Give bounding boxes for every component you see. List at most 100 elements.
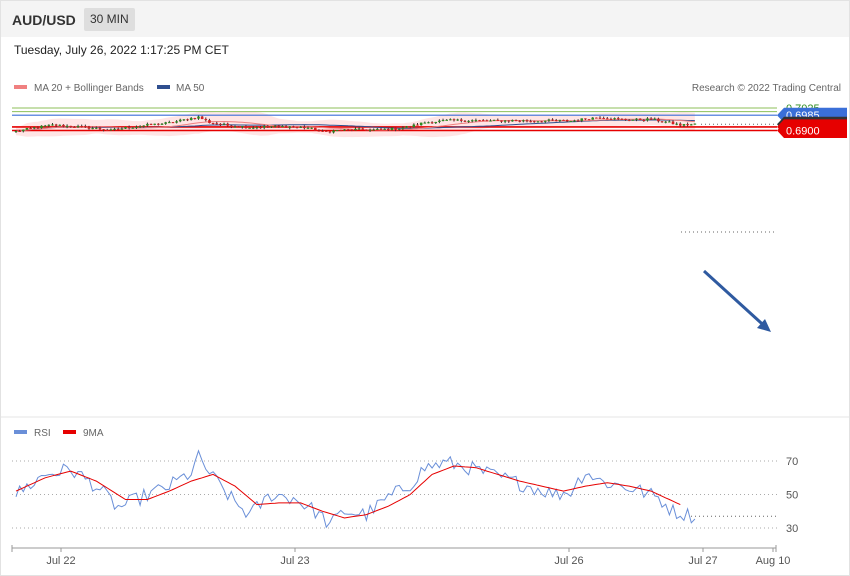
candle-body [131, 127, 135, 129]
candle [120, 127, 124, 130]
rsi-ma-legend-swatch [63, 430, 76, 434]
candle [405, 126, 408, 128]
candle-body [591, 117, 594, 120]
rsi-level-label: 30 [786, 523, 798, 535]
candle [514, 119, 518, 122]
candle [668, 120, 671, 123]
candle-body [306, 127, 310, 129]
candle [281, 125, 284, 128]
candle-body [175, 121, 178, 123]
candle [189, 117, 193, 121]
header-bar: AUD/USD 30 MIN [1, 1, 849, 37]
candle [430, 121, 434, 124]
candle [350, 129, 354, 132]
candle [452, 118, 456, 122]
rsi-level-label: 50 [786, 490, 798, 502]
candle-body [569, 121, 573, 123]
candle [511, 119, 514, 122]
candle [376, 128, 379, 130]
candle [387, 128, 390, 131]
candle [321, 129, 324, 132]
candle [372, 128, 375, 131]
candle-body [204, 119, 208, 121]
candle [62, 124, 65, 128]
forecast-arrow [702, 269, 771, 332]
candle [25, 127, 29, 130]
candle-body [394, 127, 397, 130]
candle [116, 127, 120, 131]
candle [580, 118, 584, 123]
candle-body [146, 123, 149, 126]
candle-body [449, 119, 452, 121]
candle-body [587, 119, 591, 121]
candle [40, 125, 43, 129]
candle [146, 122, 149, 127]
candle-body [135, 126, 138, 128]
candle [365, 129, 368, 131]
candle-body [357, 128, 361, 130]
candle-body [230, 125, 233, 127]
candle [474, 118, 478, 122]
candle-body [558, 119, 562, 121]
candle-body [562, 119, 565, 121]
candle-body [529, 121, 532, 123]
candle-body [219, 123, 222, 125]
candle [288, 126, 292, 130]
rsi-ma-legend-label: 9MA [83, 428, 104, 439]
candle-body [441, 120, 445, 122]
candle-body [514, 120, 518, 122]
candle-body [84, 126, 87, 128]
candle-body [80, 126, 83, 128]
candle-body [182, 119, 186, 121]
candle [339, 129, 343, 132]
candle-body [113, 128, 116, 130]
candle [84, 124, 87, 128]
level-label-text: 0.6900 [786, 126, 820, 138]
candle-body [186, 119, 189, 121]
candle [379, 127, 383, 130]
candle [635, 118, 638, 122]
candle-body [350, 129, 354, 131]
candle-body [595, 117, 598, 119]
candle [124, 126, 127, 130]
candle-body [408, 126, 412, 128]
candle [51, 122, 54, 126]
candle-body [675, 123, 678, 125]
level-label-s2: 0.6900 [777, 123, 847, 138]
candle [284, 124, 288, 128]
candle-body [295, 126, 299, 128]
candle [595, 117, 598, 119]
candle [255, 126, 259, 130]
candle [22, 129, 25, 133]
candle-body [314, 127, 317, 131]
candle-body [496, 119, 500, 121]
candle-body [387, 128, 390, 131]
x-tick-label: Jul 22 [46, 555, 75, 567]
candle [186, 118, 189, 122]
candle-body [153, 123, 156, 125]
candle [324, 130, 328, 132]
candle-body [40, 125, 43, 129]
candle [226, 122, 229, 127]
candle [525, 119, 529, 123]
candle [686, 122, 689, 127]
time-axis: Jul 22 Jul 23 Jul 26 Jul 27 Aug 10 [11, 545, 790, 567]
candle [441, 118, 445, 122]
candle-body [102, 129, 105, 131]
candle [76, 124, 80, 128]
candle-body [427, 122, 430, 124]
candle [587, 119, 591, 121]
candle [445, 119, 448, 121]
candle [646, 117, 649, 122]
candle [394, 127, 397, 132]
candle-body [109, 129, 113, 131]
timeframe-button[interactable]: 30 MIN [84, 8, 135, 31]
rsi-line [15, 449, 696, 529]
candle [73, 126, 76, 128]
candle [368, 128, 372, 132]
candle [481, 118, 485, 122]
candle [671, 120, 675, 125]
candle-body [511, 120, 514, 122]
candle-body [368, 129, 372, 131]
